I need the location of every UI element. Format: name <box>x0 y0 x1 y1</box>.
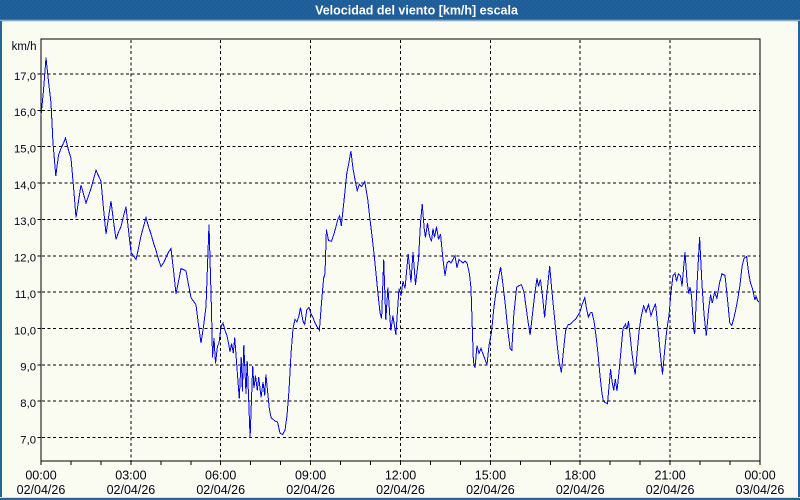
svg-text:06:00: 06:00 <box>205 469 236 483</box>
svg-text:11,0: 11,0 <box>15 289 36 301</box>
svg-text:02/04/26: 02/04/26 <box>107 483 156 497</box>
svg-text:03/04/26: 03/04/26 <box>736 483 785 497</box>
svg-text:02/04/26: 02/04/26 <box>466 483 515 497</box>
svg-text:8,0: 8,0 <box>20 398 36 410</box>
svg-text:16,0: 16,0 <box>14 107 36 119</box>
svg-text:02/04/26: 02/04/26 <box>376 483 425 497</box>
svg-text:14,0: 14,0 <box>14 180 36 192</box>
svg-text:02/04/26: 02/04/26 <box>646 483 695 497</box>
svg-text:02/04/26: 02/04/26 <box>17 483 66 497</box>
svg-text:10,0: 10,0 <box>14 325 36 337</box>
svg-text:7,0: 7,0 <box>20 434 36 446</box>
svg-text:km/h: km/h <box>12 41 37 53</box>
svg-text:13,0: 13,0 <box>14 216 36 228</box>
svg-text:09:00: 09:00 <box>295 469 326 483</box>
svg-text:21:00: 21:00 <box>654 469 685 483</box>
svg-text:12:00: 12:00 <box>385 469 416 483</box>
svg-text:9,0: 9,0 <box>20 362 36 374</box>
svg-text:02/04/26: 02/04/26 <box>286 483 335 497</box>
svg-text:00:00: 00:00 <box>25 469 56 483</box>
svg-text:15:00: 15:00 <box>475 469 506 483</box>
svg-text:00:00: 00:00 <box>744 469 775 483</box>
svg-text:17,0: 17,0 <box>14 71 36 83</box>
svg-text:18:00: 18:00 <box>565 469 596 483</box>
svg-text:03:00: 03:00 <box>115 469 146 483</box>
svg-text:02/04/26: 02/04/26 <box>556 483 605 497</box>
svg-text:02/04/26: 02/04/26 <box>196 483 245 497</box>
svg-text:15,0: 15,0 <box>14 144 36 156</box>
svg-text:Velocidad del viento [km/h] es: Velocidad del viento [km/h] escala <box>315 4 519 18</box>
svg-text:12,0: 12,0 <box>14 253 36 265</box>
